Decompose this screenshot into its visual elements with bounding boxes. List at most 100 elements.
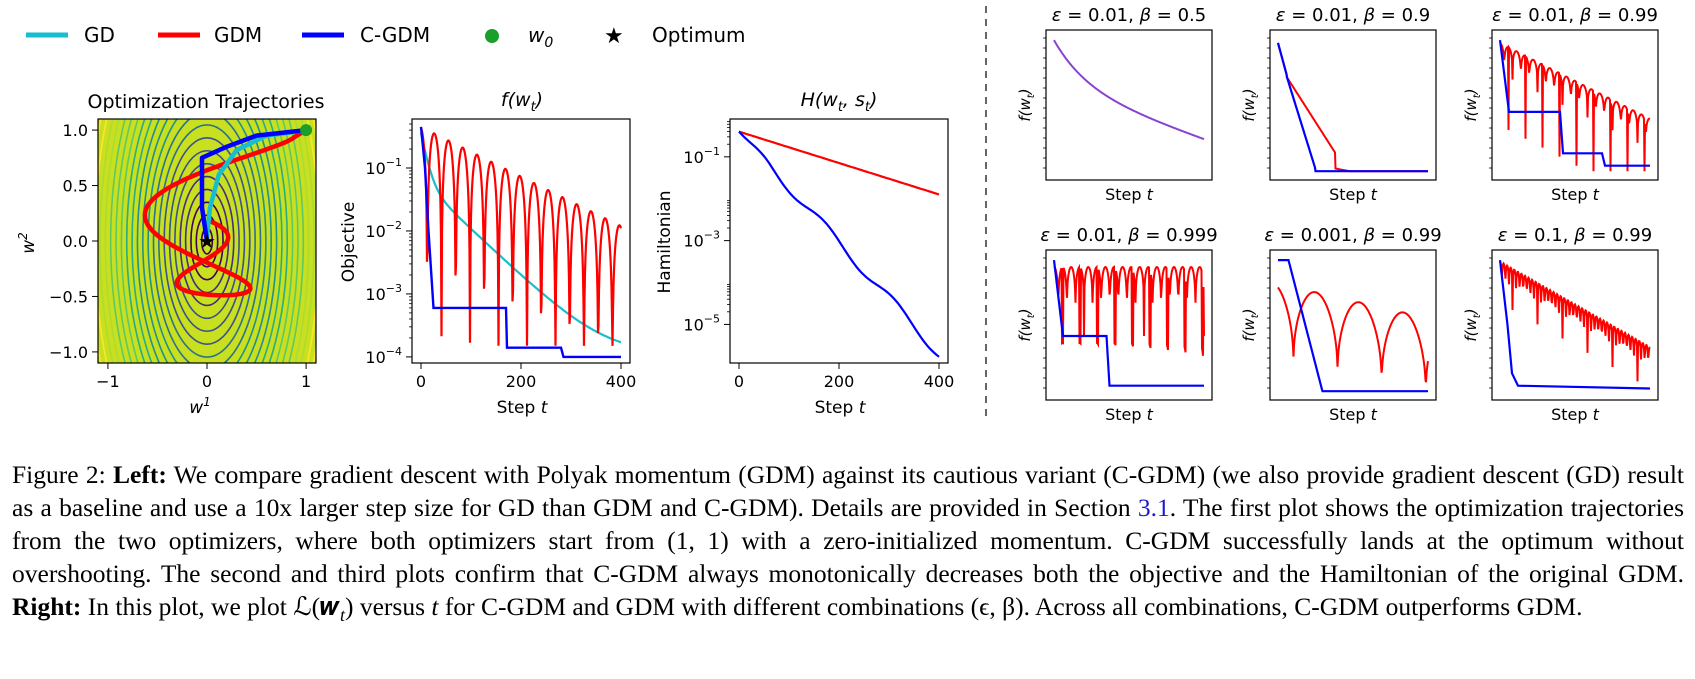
contour-ellipse bbox=[131, 119, 283, 363]
contour-ellipse bbox=[115, 119, 299, 363]
hamiltonian-panel: H(wt, st) 0 200 400 10−1 10−3 10−5 Step t Ham… bbox=[655, 89, 954, 418]
y-tick-label: 10−1 bbox=[683, 145, 720, 167]
caption-section-link[interactable]: 3.1 bbox=[1137, 493, 1170, 522]
hamiltonian-gdm-line bbox=[738, 130, 940, 196]
objective-panel: f(wt) 0 200 400 10−1 10−2 10−3 10−4 Step t Obj… bbox=[339, 89, 636, 418]
x-tick-label: −1 bbox=[96, 372, 120, 391]
contour-ellipse bbox=[158, 124, 256, 358]
grid-cgdm-line bbox=[1052, 259, 1204, 387]
objective-title: f(wt) bbox=[501, 89, 543, 115]
caption-part3: In this plot, we plot ℒ(𝒘 bbox=[87, 592, 340, 621]
y-tick-label: 10−5 bbox=[683, 312, 720, 334]
grid-gdm-line bbox=[1277, 286, 1429, 383]
grid-panel-ylabel: f(wt) bbox=[1016, 88, 1037, 121]
grid-panel-ylabel: f(wt) bbox=[1240, 88, 1261, 121]
grid-gdm-line bbox=[1499, 261, 1651, 382]
grid-panel-title: ε = 0.01, β = 0.5 bbox=[1052, 5, 1206, 26]
contour-ellipse bbox=[168, 149, 246, 333]
grid-panel-frame bbox=[1045, 29, 1213, 181]
grid-gdm-line bbox=[1053, 263, 1205, 356]
grid-panel-title: ε = 0.01, β = 0.999 bbox=[1040, 225, 1217, 246]
x-tick-label: 400 bbox=[924, 372, 955, 391]
grid-panel-frame bbox=[1269, 29, 1437, 181]
trajectory-title: Optimization Trajectories bbox=[87, 91, 324, 113]
grid-panel: ε = 0.01, β = 0.9 Step t f(wt) bbox=[1240, 5, 1437, 204]
grid-panel-xlabel: Step t bbox=[1105, 405, 1154, 424]
objective-xlabel: Step t bbox=[497, 398, 549, 418]
grid-panel: ε = 0.01, β = 0.999 Step t f(wt) bbox=[1016, 225, 1218, 424]
grid-panel: ε = 0.01, β = 0.5 Step t f(wt) bbox=[1016, 5, 1213, 204]
y-tick-label: 0.5 bbox=[63, 177, 88, 196]
y-tick-label: 10−4 bbox=[365, 345, 402, 367]
trajectory-panel: Optimization Trajectories ★ −1 0 1 1.0 0.5 0.… bbox=[16, 91, 325, 418]
caption-left-label: Left: bbox=[113, 460, 167, 489]
start-marker bbox=[300, 124, 313, 137]
grid-panel-xlabel: Step t bbox=[1551, 405, 1600, 424]
y-tick-label: 10−1 bbox=[365, 156, 402, 178]
grid-panel-ylabel: f(wt) bbox=[1016, 308, 1037, 341]
trajectory-ticks: −1 0 1 1.0 0.5 0.0 −0.5 −1.0 bbox=[49, 121, 311, 391]
objective-lines bbox=[419, 126, 623, 359]
cgdm-trajectory bbox=[199, 127, 307, 242]
grid-cgdm-line bbox=[1276, 42, 1428, 173]
grid-cgdm-line bbox=[1498, 39, 1650, 167]
x-tick-label: 0 bbox=[202, 372, 212, 391]
contour-ellipse bbox=[147, 119, 267, 363]
objective-ticks: 0 200 400 10−1 10−2 10−3 10−4 bbox=[365, 123, 637, 391]
trajectory-ylabel: w2 bbox=[16, 232, 39, 254]
grid-panel-title: ε = 0.1, β = 0.99 bbox=[1498, 225, 1652, 246]
objective-ylabel: Objective bbox=[339, 202, 359, 283]
hamiltonian-xlabel: Step t bbox=[815, 398, 867, 418]
legend-gd-label: GD bbox=[84, 23, 115, 47]
grid-cgdm-line bbox=[1278, 259, 1428, 393]
contour-ellipse bbox=[104, 119, 310, 363]
grid-panel-ylabel: f(wt) bbox=[1462, 308, 1483, 341]
contour-ellipse bbox=[179, 175, 235, 307]
gdm-trajectory bbox=[142, 128, 308, 298]
legend-w0-label: w0 bbox=[528, 23, 553, 51]
grid-panel-ylabel: f(wt) bbox=[1462, 88, 1483, 121]
grid-panel: ε = 0.1, β = 0.99 Step t f(wt) bbox=[1462, 225, 1659, 424]
grid-panel-xlabel: Step t bbox=[1329, 405, 1378, 424]
grid-panel-title: ε = 0.001, β = 0.99 bbox=[1264, 225, 1441, 246]
objective-frame bbox=[411, 118, 631, 364]
grid-gdm-line bbox=[1499, 42, 1651, 172]
grid-panel-ylabel: f(wt) bbox=[1240, 308, 1261, 341]
caption-figure-label: Figure 2: bbox=[12, 460, 106, 489]
contour-lines bbox=[98, 119, 316, 363]
contour-ellipse bbox=[190, 201, 224, 281]
legend-gdm-label: GDM bbox=[214, 23, 262, 47]
hamiltonian-cgdm-line bbox=[738, 130, 940, 358]
x-tick-label: 400 bbox=[606, 372, 637, 391]
grid-panel-xlabel: Step t bbox=[1105, 185, 1154, 204]
caption-part3-sub: t bbox=[339, 605, 345, 626]
objective-cgdm-line bbox=[419, 126, 621, 359]
grid-panel-title: ε = 0.01, β = 0.99 bbox=[1492, 5, 1658, 26]
caption-part2: . The first plot shows the optimization … bbox=[12, 493, 1685, 588]
contour-ellipse bbox=[125, 119, 289, 363]
caption-part4: ) versus bbox=[345, 592, 426, 621]
hamiltonian-lines bbox=[738, 130, 940, 358]
grid-panel-xlabel: Step t bbox=[1551, 185, 1600, 204]
caption-right-label: Right: bbox=[12, 592, 82, 621]
contour-ellipse bbox=[109, 119, 305, 363]
contour-ellipse bbox=[142, 119, 272, 363]
grid-overlap-line bbox=[1053, 39, 1205, 141]
contour-ellipse bbox=[136, 119, 278, 363]
x-tick-label: 0 bbox=[734, 372, 744, 391]
optimum-marker: ★ bbox=[198, 229, 216, 253]
contour-ellipse bbox=[152, 119, 262, 363]
legend-optimum-label: Optimum bbox=[652, 23, 745, 47]
legend-optimum-marker: ★ bbox=[604, 24, 624, 49]
grid-cgdm-line bbox=[1498, 259, 1651, 390]
grid-panel: ε = 0.001, β = 0.99 Step t f(wt) bbox=[1240, 225, 1442, 424]
y-tick-label: −1.0 bbox=[49, 343, 88, 362]
hamiltonian-ylabel: Hamiltonian bbox=[655, 191, 675, 294]
contour-ellipse bbox=[120, 119, 294, 363]
trajectory-lines: ★ bbox=[142, 124, 313, 298]
figure: GD GDM C-GDM w0 ★ Optimum Optimization T… bbox=[16, 5, 1659, 424]
objective-gdm-line bbox=[419, 127, 623, 346]
legend-cgdm-label: C-GDM bbox=[360, 23, 430, 47]
contour-ellipse bbox=[99, 119, 315, 363]
